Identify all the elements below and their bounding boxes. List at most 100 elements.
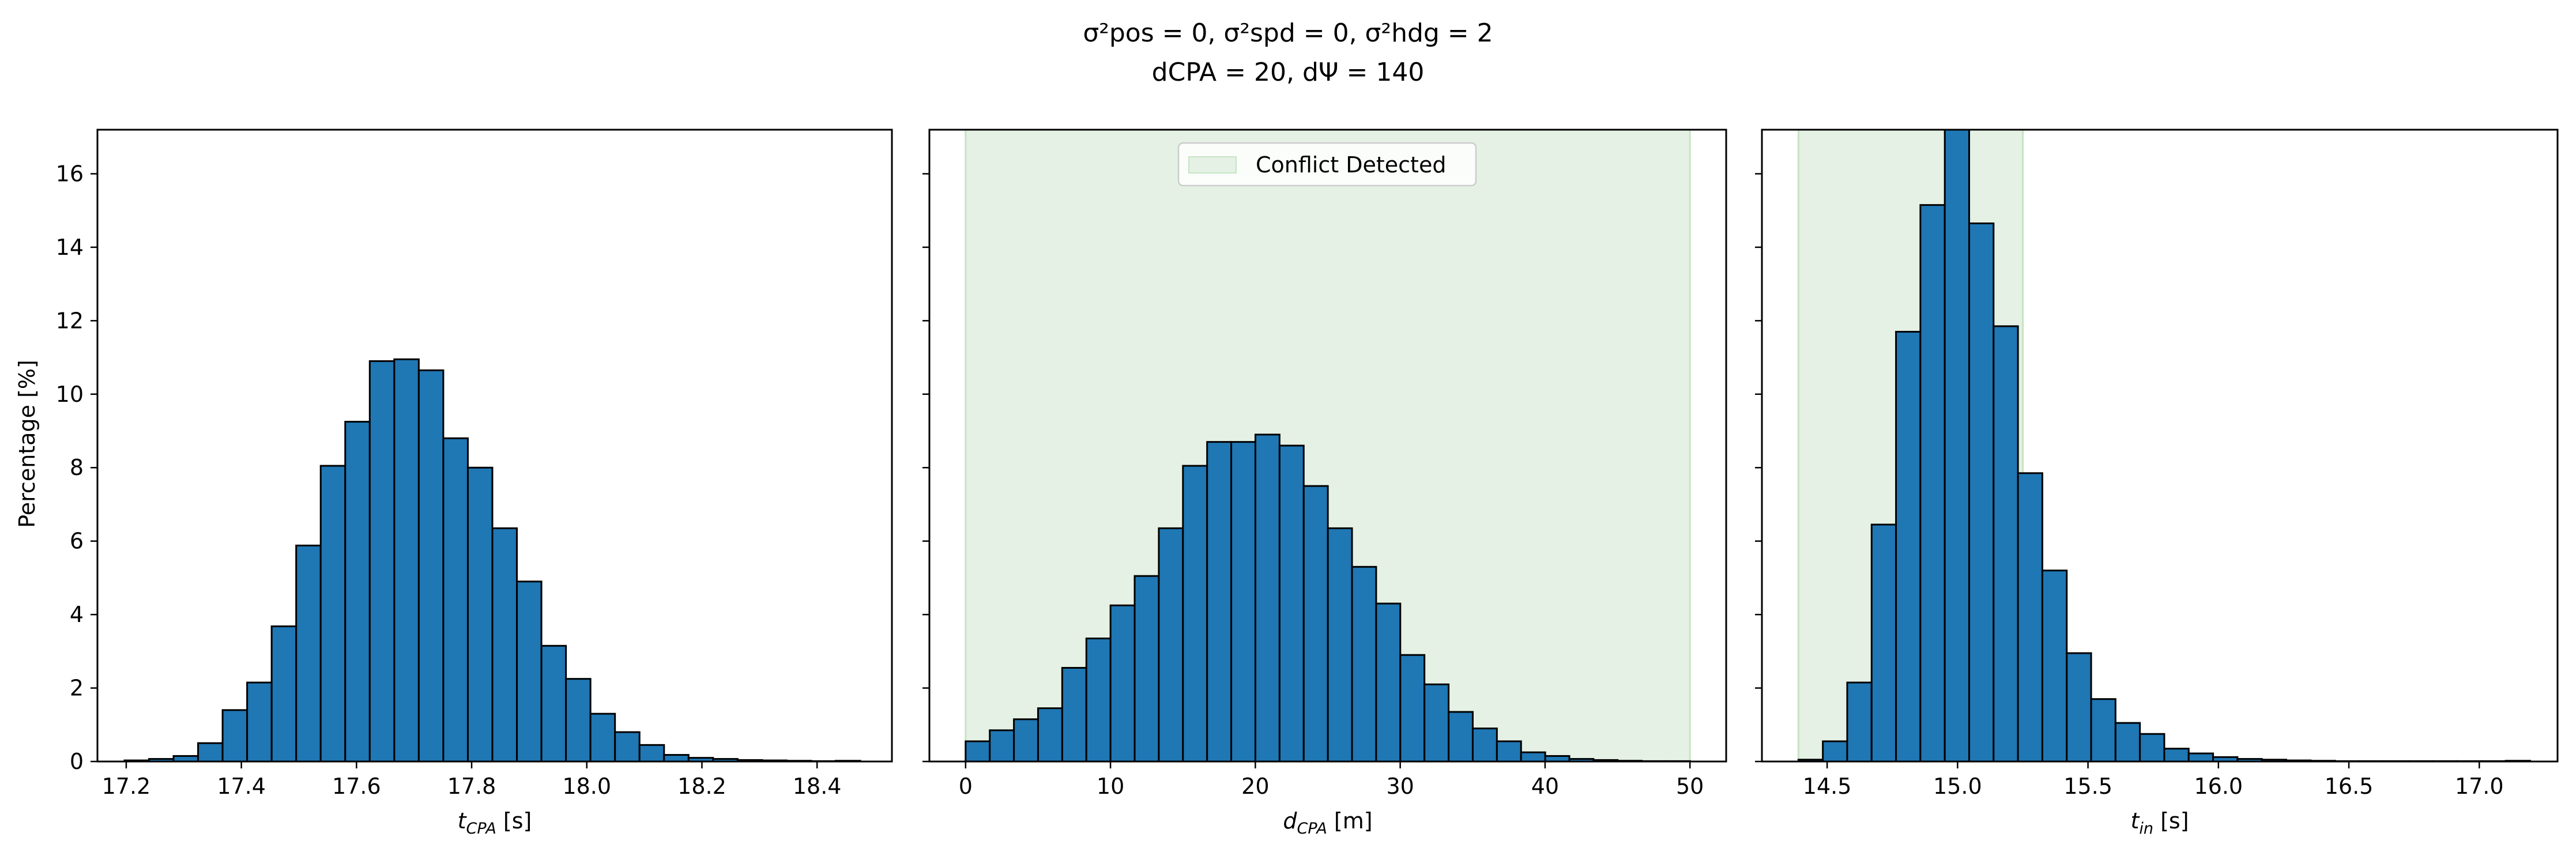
y-tick-label: 2 xyxy=(70,676,84,701)
histogram-bar xyxy=(1013,718,1039,761)
histogram-bar xyxy=(197,742,224,761)
legend: Conflict Detected xyxy=(1177,142,1477,187)
histogram-bar xyxy=(1351,566,1377,761)
y-tick-label: 14 xyxy=(56,235,84,260)
histogram-bar xyxy=(2017,472,2043,761)
histogram-bar xyxy=(1919,204,1946,761)
x-tick-label: 10 xyxy=(1097,774,1124,799)
x-axis-label-symbol: d xyxy=(1283,808,1297,834)
histogram-bar xyxy=(1968,222,1995,761)
x-tick-label: 16.5 xyxy=(2325,774,2374,799)
panel-t-in: 14.5 15.0 15.5 16.0 16.5 17.0 tin [s] xyxy=(1755,129,2559,838)
title-line-2: dCPA = 20, dΨ = 140 xyxy=(1152,58,1425,87)
histogram-bar xyxy=(295,544,322,761)
title-line-1: σ²pos = 0, σ²spd = 0, σ²hdg = 2 xyxy=(1083,18,1493,48)
x-tick-label: 30 xyxy=(1386,774,1414,799)
histogram-bar xyxy=(589,712,616,761)
histogram-bar xyxy=(2041,570,2068,761)
histogram-bar xyxy=(417,369,445,761)
x-tick-label: 18.4 xyxy=(793,774,842,799)
histogram-bar xyxy=(2187,752,2215,761)
histogram-bar xyxy=(1399,654,1426,761)
x-tick-label: 18.2 xyxy=(677,774,726,799)
histogram-bar xyxy=(1496,740,1522,761)
histogram-bar xyxy=(1520,751,1546,761)
y-tick-label: 6 xyxy=(70,529,84,554)
y-tick-label: 4 xyxy=(70,602,84,627)
histogram-bar xyxy=(1133,575,1160,761)
histogram-bar xyxy=(1423,683,1450,761)
histogram-bar xyxy=(1278,444,1305,761)
histogram-bar xyxy=(319,465,347,761)
axes-frame xyxy=(928,129,1727,763)
x-tick-label: 20 xyxy=(1241,774,1269,799)
histogram-bar xyxy=(344,421,371,761)
x-tick-label: 0 xyxy=(959,774,973,799)
histogram-bar xyxy=(2139,733,2166,761)
histogram-bar xyxy=(2114,722,2141,761)
x-tick-label: 17.8 xyxy=(447,774,496,799)
plot-area xyxy=(123,358,861,761)
histogram-bar xyxy=(393,358,420,761)
histogram-bar xyxy=(1182,465,1208,761)
histogram-bar xyxy=(1870,523,1897,761)
x-tick-label: 18.0 xyxy=(562,774,611,799)
histogram-bar xyxy=(1448,711,1474,761)
histogram-bar xyxy=(1993,325,2019,761)
histogram-bar xyxy=(1327,527,1353,761)
histogram-bar xyxy=(2163,748,2190,761)
x-tick-label: 17.0 xyxy=(2455,774,2504,799)
histogram-bar xyxy=(540,644,567,761)
figure-title: σ²pos = 0, σ²spd = 0, σ²hdg = 2 dCPA = 2… xyxy=(1083,18,1493,87)
histogram-bar xyxy=(614,731,641,761)
x-tick-label: 16.0 xyxy=(2194,774,2243,799)
histogram-bar xyxy=(1254,433,1281,761)
y-tick-label: 16 xyxy=(56,161,84,186)
x-axis-label-subscript: CPA xyxy=(1297,820,1327,838)
y-tick-label: 8 xyxy=(70,455,84,480)
histogram-bar xyxy=(2090,698,2116,761)
histogram-bar xyxy=(368,360,396,761)
x-axis-label: tin [s] xyxy=(2130,808,2189,838)
histogram-bar xyxy=(1206,441,1233,761)
x-axis-label-symbol: t xyxy=(2130,808,2140,834)
y-tick-label: 10 xyxy=(56,382,84,407)
legend-swatch xyxy=(1188,156,1237,174)
histogram-bar xyxy=(466,466,494,761)
histogram-bar xyxy=(1085,638,1112,761)
histogram-bar xyxy=(1375,602,1402,761)
panel-t-cpa: 17.2 17.4 17.6 17.8 18.0 18.2 18.4 0 2 4 6 8 10 12 14 1… xyxy=(56,129,893,838)
x-tick-label: 50 xyxy=(1676,774,1704,799)
x-tick-label: 17.6 xyxy=(332,774,381,799)
axes-frame xyxy=(96,129,893,763)
legend-label: Conflict Detected xyxy=(1256,152,1446,178)
x-tick-label: 15.5 xyxy=(2063,774,2112,799)
histogram-bar xyxy=(221,709,248,761)
histogram-bar xyxy=(1158,527,1184,761)
histogram-bar xyxy=(1109,604,1136,761)
x-tick-label: 40 xyxy=(1531,774,1559,799)
x-axis-label-subscript: CPA xyxy=(466,820,496,838)
x-axis-label-subscript: in xyxy=(2139,820,2153,838)
histogram-bar xyxy=(1471,727,1498,761)
histogram-bar xyxy=(965,740,991,761)
histogram-bar xyxy=(270,625,297,761)
histogram-bar xyxy=(1302,485,1329,761)
x-tick-label: 14.5 xyxy=(1803,774,1852,799)
axes-frame xyxy=(1761,129,2559,763)
x-axis-label-unit: [s] xyxy=(496,808,532,834)
histogram-bar xyxy=(1895,330,1922,761)
x-tick-label: 17.4 xyxy=(217,774,266,799)
x-axis-label-unit: [s] xyxy=(2153,808,2189,834)
y-tick-label: 0 xyxy=(70,749,84,774)
y-tick-label: 12 xyxy=(56,308,84,333)
plot-area xyxy=(1797,130,2531,761)
histogram-bar xyxy=(246,681,273,761)
x-axis-label-symbol: t xyxy=(458,808,468,834)
histogram-bar xyxy=(1037,707,1063,761)
x-axis-label: tCPA [s] xyxy=(458,808,532,838)
histogram-bar xyxy=(516,580,543,761)
plot-area xyxy=(965,130,1691,761)
histogram-bar xyxy=(989,729,1015,761)
